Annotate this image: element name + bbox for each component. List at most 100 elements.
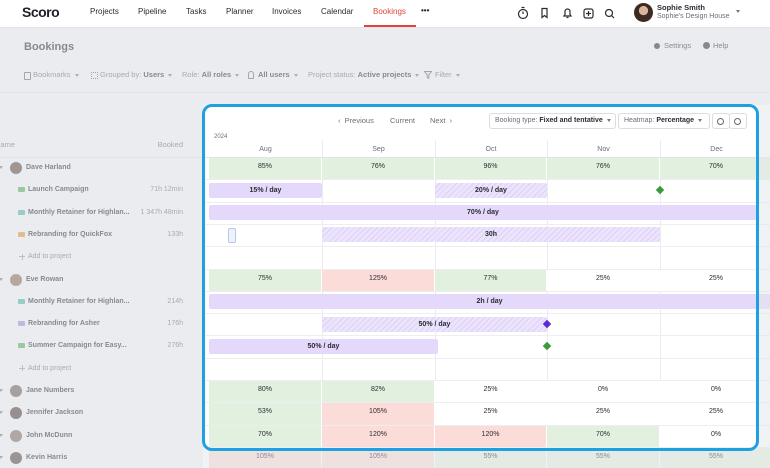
filter[interactable]: Filter <box>435 70 460 80</box>
add-icon[interactable] <box>583 8 594 19</box>
filter[interactable]: Role: All roles <box>182 70 240 80</box>
nav-item-active[interactable]: Bookings <box>373 7 406 16</box>
filter[interactable]: Project status: Active projects <box>308 70 420 80</box>
heat-cell: 120% <box>322 425 434 447</box>
top-nav: Scoro Projects Pipeline Tasks Planner In… <box>0 0 770 28</box>
next-button[interactable]: Next › <box>430 116 453 125</box>
user-name[interactable]: Eve Rowan <box>26 275 64 283</box>
heatmap-dropdown[interactable] <box>618 113 710 129</box>
nav-more[interactable]: ••• <box>421 6 430 15</box>
row-line <box>0 380 770 381</box>
caret <box>606 118 611 122</box>
nav-item[interactable]: Planner <box>226 7 254 16</box>
project-name[interactable]: Rebranding for Asher <box>28 320 100 328</box>
expand-caret[interactable] <box>0 455 3 459</box>
settings-link[interactable]: Settings <box>664 41 692 50</box>
row-line <box>0 268 770 270</box>
project-name[interactable]: Monthly Retainer for Highlan... <box>28 208 130 216</box>
divider <box>0 92 770 93</box>
expand-caret[interactable] <box>0 277 3 281</box>
expand-caret[interactable] <box>0 433 3 437</box>
heat-cell: 25% <box>435 403 546 425</box>
current-button[interactable]: Current <box>390 116 416 125</box>
heat-cell: 120% <box>435 425 546 447</box>
filter-label: All users <box>258 70 290 79</box>
dropdown-label: Booking type: <box>495 117 538 124</box>
user-name[interactable]: John McDunn <box>26 431 73 439</box>
booked-header: Booked <box>157 140 183 149</box>
project-name[interactable]: Launch Campaign <box>28 186 89 194</box>
booked-hours: 214h <box>167 297 183 305</box>
nav-item[interactable]: Calendar <box>321 7 354 16</box>
add-icon <box>21 253 23 260</box>
user-avatar[interactable] <box>634 3 653 22</box>
project-icon <box>18 209 25 215</box>
user-menu-caret[interactable] <box>736 10 740 13</box>
user-icon <box>248 71 254 79</box>
heat-cell: 105% <box>209 447 321 468</box>
add-icon <box>21 365 23 372</box>
row-line <box>0 313 770 315</box>
project-name[interactable]: Summer Campaign for Easy... <box>28 342 127 350</box>
project-name[interactable]: Rebranding for QuickFox <box>28 230 113 238</box>
row-line <box>0 402 770 404</box>
user-name[interactable]: Jennifer Jackson <box>26 409 84 417</box>
timer-icon[interactable] <box>517 6 529 20</box>
row-line <box>0 290 770 292</box>
search-icon[interactable] <box>604 8 615 19</box>
expand-caret[interactable] <box>0 389 3 392</box>
heat-cell: 105% <box>322 403 434 425</box>
filter-value: Users <box>143 70 165 79</box>
user-name[interactable]: Jane Numbers <box>26 387 75 394</box>
caret <box>455 73 460 77</box>
bookmark-icon[interactable] <box>541 7 548 19</box>
booking-type-dropdown[interactable] <box>489 113 616 129</box>
filter[interactable]: Bookmarks <box>33 70 79 80</box>
booking-bar[interactable]: 20% / day <box>435 182 547 198</box>
expand-caret[interactable] <box>0 166 3 169</box>
booking-bar[interactable]: 70% / day <box>209 205 757 221</box>
add-to-project[interactable]: Add to project <box>28 364 72 372</box>
booking-handle[interactable] <box>228 227 236 243</box>
heat-cell: 25% <box>547 269 659 291</box>
filter[interactable]: Grouped by: Users <box>100 70 173 80</box>
user-name[interactable]: Kevin Harris <box>26 453 68 461</box>
dropdown-label: Heatmap: <box>624 117 655 124</box>
user-company: Sophie's Design House <box>657 13 730 20</box>
settings-icon <box>654 43 660 49</box>
booking-bar[interactable]: 50% / day <box>209 338 438 354</box>
booked-hours: 71h 12min <box>150 186 183 194</box>
bell-icon[interactable] <box>562 8 573 19</box>
project-icon <box>18 187 25 193</box>
heat-cell: 96% <box>435 158 546 180</box>
booking-bar[interactable]: 2h / day <box>209 294 770 310</box>
month-label: Oct <box>485 146 497 153</box>
caret <box>74 73 79 77</box>
nav-item[interactable]: Pipeline <box>138 7 167 16</box>
project-name[interactable]: Monthly Retainer for Highlan... <box>28 297 130 305</box>
heat-cell: 75% <box>209 269 321 291</box>
user-name[interactable]: Sophie Smith <box>657 3 705 12</box>
help-link[interactable]: Help <box>713 41 729 50</box>
heat-cell: 82% <box>322 381 434 403</box>
user-avatar <box>10 385 22 397</box>
filter-label: Project status: <box>308 70 356 79</box>
add-to-project[interactable]: Add to project <box>28 253 72 261</box>
expand-caret[interactable] <box>0 411 3 415</box>
previous-button[interactable]: ‹ Previous <box>338 116 374 125</box>
nav-item[interactable]: Invoices <box>272 7 302 16</box>
booking-bar[interactable]: 15% / day <box>209 182 322 198</box>
filter-icon <box>424 71 432 79</box>
filter[interactable]: All users <box>258 70 298 80</box>
user-name[interactable]: Dave Harland <box>26 164 71 171</box>
help-icon <box>703 42 710 49</box>
heat-cell: 105% <box>322 447 434 468</box>
row-line <box>0 446 770 448</box>
logo[interactable]: Scoro <box>22 4 60 20</box>
booking-bar[interactable]: 50% / day <box>322 316 547 332</box>
row-line <box>0 201 770 203</box>
nav-item[interactable]: Tasks <box>186 7 207 16</box>
dropdown-value: Fixed and tentative <box>539 117 603 124</box>
booking-bar[interactable]: 30h <box>322 227 660 243</box>
nav-item[interactable]: Projects <box>90 7 119 16</box>
